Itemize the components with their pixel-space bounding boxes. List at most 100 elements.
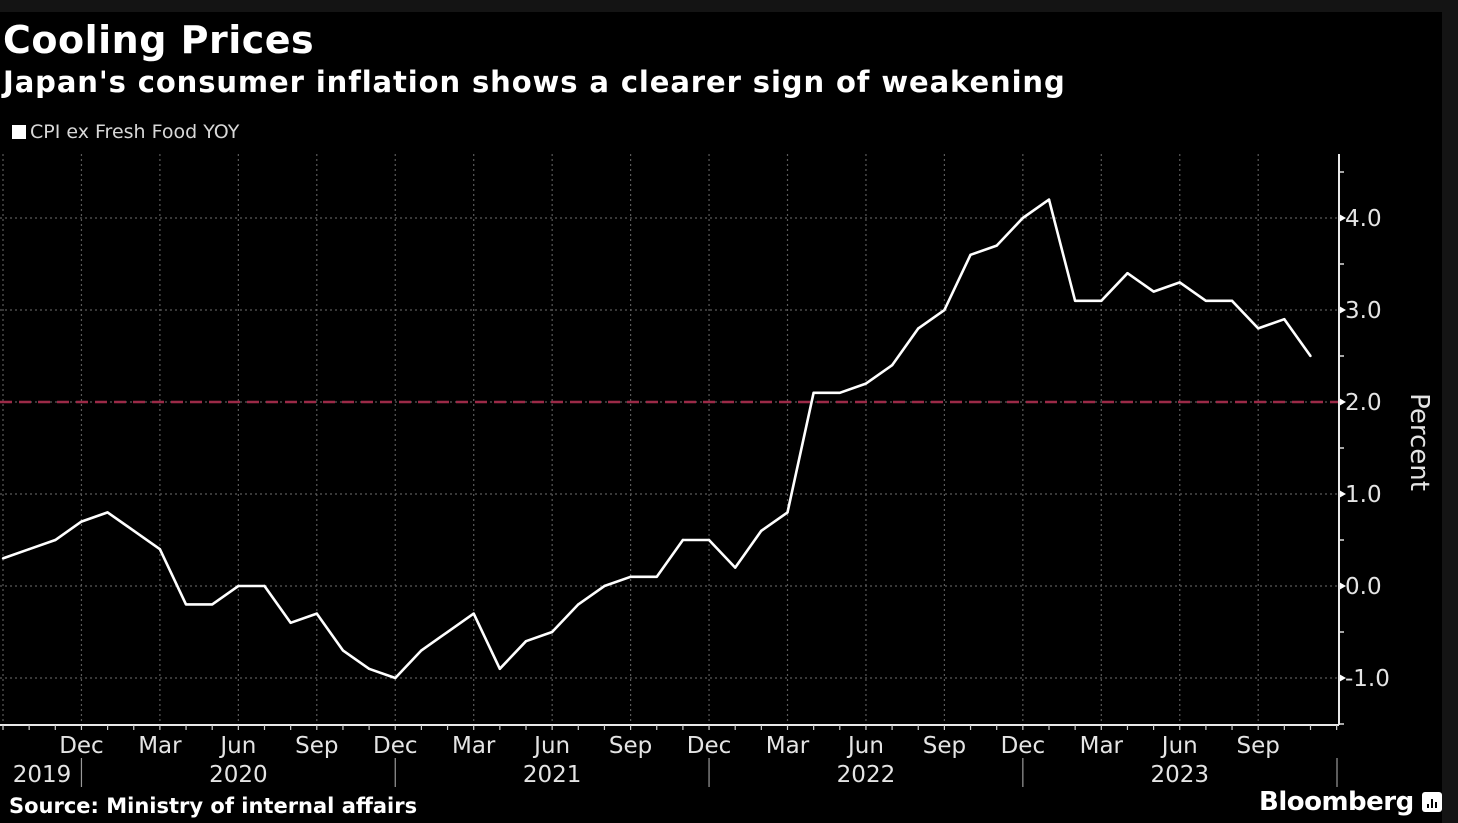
data-point <box>315 612 318 615</box>
data-point <box>184 603 188 606</box>
data-point <box>106 511 109 514</box>
data-point <box>786 511 789 514</box>
y-tick-mark <box>1339 214 1346 222</box>
x-month-label: Dec <box>373 733 418 759</box>
chart-title: Cooling Prices <box>3 18 315 62</box>
x-month-label: Jun <box>1160 733 1198 759</box>
x-year-label: 2019 <box>13 762 72 788</box>
x-year-label: 2021 <box>523 762 582 788</box>
data-point <box>237 584 240 588</box>
y-tick-mark <box>1339 674 1346 682</box>
x-month-label: Sep <box>923 733 966 759</box>
data-point <box>158 548 162 551</box>
data-point <box>289 621 292 624</box>
data-point <box>760 529 763 532</box>
y-tick-label: 4.0 <box>1345 206 1382 232</box>
data-point <box>969 253 972 256</box>
y-tick-mark <box>1339 306 1346 314</box>
x-month-label: Sep <box>1237 733 1280 759</box>
y-axis-labels: -1.0 0.0 1.0 2.0 3.0 4.0 <box>1345 206 1390 692</box>
x-month-label: Jun <box>532 733 570 759</box>
data-point <box>472 612 475 615</box>
data-point <box>1047 198 1051 201</box>
data-point <box>446 630 449 634</box>
data-point <box>1283 318 1286 321</box>
data-point <box>1021 216 1025 220</box>
data-point <box>54 538 57 542</box>
data-point <box>550 630 554 634</box>
data-point <box>394 676 397 680</box>
bar-chart-logo-icon <box>1421 792 1442 812</box>
y-tick-label: 3.0 <box>1345 298 1382 324</box>
data-point <box>864 382 868 385</box>
series-group <box>1 198 1312 680</box>
data-point <box>420 649 423 652</box>
data-point <box>211 603 214 606</box>
legend-swatch-icon <box>12 125 26 139</box>
data-point <box>943 308 946 312</box>
data-point <box>1073 299 1077 302</box>
x-axis-labels: Dec Mar Jun Sep Dec Mar Jun Sep Dec Mar Jun Sep Dec M… <box>13 733 1338 788</box>
grid <box>0 154 1339 725</box>
x-month-label: Jun <box>846 733 884 759</box>
data-point <box>812 391 815 394</box>
data-point <box>734 566 737 569</box>
data-point <box>1204 299 1208 302</box>
data-point <box>132 529 135 532</box>
y-axis-title: Percent <box>1404 393 1434 491</box>
data-point <box>1 557 5 560</box>
data-point <box>1309 354 1312 358</box>
data-point <box>995 244 998 247</box>
y-tick-mark <box>1339 490 1346 498</box>
x-month-label: Mar <box>1080 733 1124 759</box>
data-point <box>367 667 371 670</box>
data-point <box>681 538 685 542</box>
y-tick-mark <box>1339 582 1346 590</box>
data-point <box>655 575 658 578</box>
x-month-label: Dec <box>1001 733 1046 759</box>
y-tick-label: 1.0 <box>1345 482 1382 508</box>
x-month-label: Sep <box>609 733 652 759</box>
legend-label: CPI ex Fresh Food YOY <box>30 121 240 143</box>
data-point <box>498 667 502 670</box>
data-point <box>263 584 266 588</box>
data-point <box>1126 272 1129 275</box>
data-point <box>1257 327 1260 330</box>
data-point <box>707 538 711 542</box>
source-note: Source: Ministry of internal affairs <box>9 794 418 818</box>
y-tick-label: 2.0 <box>1345 390 1382 416</box>
chart-subtitle: Japan's consumer inflation shows a clear… <box>3 65 1066 99</box>
x-month-label: Jun <box>218 733 256 759</box>
data-point <box>917 327 920 330</box>
legend: CPI ex Fresh Food YOY <box>12 121 239 143</box>
data-point <box>341 649 345 652</box>
data-point <box>27 548 31 551</box>
data-point <box>890 364 894 367</box>
top-bar <box>0 0 1458 12</box>
data-point <box>1152 290 1155 293</box>
x-month-label: Mar <box>452 733 496 759</box>
data-point <box>80 520 83 523</box>
y-tick-mark <box>1339 398 1346 406</box>
x-year-label: 2022 <box>837 762 896 788</box>
y-tick-label: -1.0 <box>1345 666 1390 692</box>
data-point <box>524 640 528 643</box>
x-year-label: 2020 <box>209 762 268 788</box>
x-month-label: Sep <box>295 733 338 759</box>
y-tick-label: 0.0 <box>1345 574 1382 600</box>
series-line-cpi <box>2 198 1312 680</box>
x-month-label: Mar <box>138 733 182 759</box>
x-month-label: Dec <box>687 733 732 759</box>
x-month-label: Dec <box>59 733 104 759</box>
data-point <box>1100 299 1103 302</box>
right-edge-bar <box>1442 0 1458 823</box>
brand-name: Bloomberg <box>1259 787 1414 817</box>
data-point <box>1178 281 1181 284</box>
axes <box>0 154 1346 730</box>
brand-logo: Bloomberg <box>1259 787 1442 817</box>
data-point <box>838 391 841 394</box>
data-point <box>1230 299 1234 302</box>
data-point <box>577 603 580 606</box>
x-month-label: Mar <box>766 733 810 759</box>
